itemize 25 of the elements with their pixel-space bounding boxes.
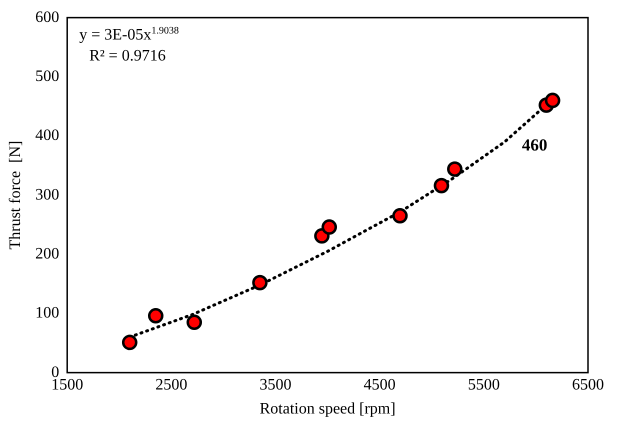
y-axis-title: Thrust force [N] <box>6 140 24 250</box>
point <box>148 308 164 324</box>
data-label: 460 <box>522 135 548 154</box>
y-tick-label: 500 <box>35 68 60 85</box>
y-tick-label: 600 <box>35 8 60 26</box>
point <box>434 178 450 194</box>
point <box>186 314 202 330</box>
y-tick-label: 100 <box>35 304 60 322</box>
point <box>392 208 408 224</box>
y-tick-label: 300 <box>35 186 60 204</box>
x-axis-title: Rotation speed [rpm] <box>260 400 396 418</box>
x-tick-label: 3500 <box>260 376 292 394</box>
annotation: R² = 0.9716 <box>89 48 166 65</box>
x-tick-label: 2500 <box>155 376 188 394</box>
y-tick-label: 400 <box>35 127 60 144</box>
point <box>322 219 338 235</box>
point <box>447 161 463 177</box>
point <box>544 92 560 108</box>
x-tick-label: 5500 <box>468 376 500 394</box>
point <box>122 334 138 350</box>
point <box>252 274 268 290</box>
x-tick-label: 4500 <box>364 376 396 394</box>
y-tick-label: 200 <box>35 245 60 262</box>
x-tick-label: 6500 <box>572 376 604 394</box>
x-tick-label: 1500 <box>51 376 84 394</box>
